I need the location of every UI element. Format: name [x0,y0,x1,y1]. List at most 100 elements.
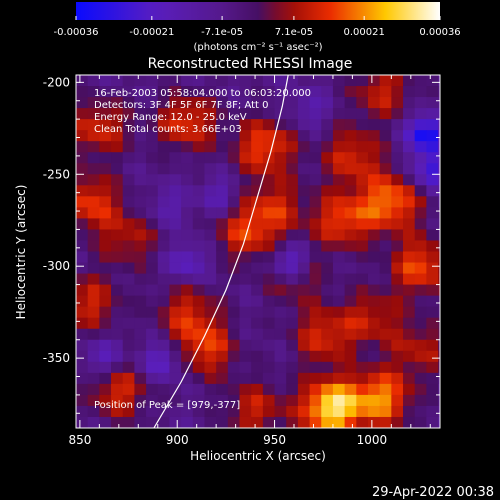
heatmap-cell [403,306,416,319]
heatmap-cell [262,251,276,264]
heatmap-cell [356,196,369,208]
heatmap-cell [204,339,217,352]
y-tick-label: -200 [43,75,70,89]
heatmap-cell [76,86,89,98]
heatmap-cell [227,251,241,264]
heatmap-cell [111,262,124,275]
heatmap-cell [309,273,322,286]
heatmap-cell [309,328,322,341]
heatmap-cell [379,273,392,286]
heatmap-cell [426,273,439,286]
heatmap-cell [239,86,252,98]
heatmap-cell [450,307,462,319]
heatmap-cell [227,196,241,208]
heatmap-cell [76,394,89,407]
heatmap-cell [157,339,171,352]
heatmap-cell [239,174,252,186]
heatmap-cell [356,284,369,297]
heatmap-cell [344,163,357,175]
heatmap-cell [414,372,427,385]
heatmap-cell [344,174,357,186]
heatmap-cell [99,383,112,396]
heatmap-cell [345,428,357,440]
heatmap-cell [403,207,416,220]
heatmap-cell [321,372,334,385]
heatmap-cell [297,218,311,231]
heatmap-cell [391,306,404,319]
heatmap-cell [169,372,182,385]
heatmap-cell [239,75,252,87]
heatmap-cell [204,350,217,363]
heatmap-cell [134,428,146,440]
heatmap-cell [297,372,311,385]
heatmap-cell [297,86,311,98]
heatmap-cell [286,97,299,109]
heatmap-cell [227,174,241,186]
heatmap-cell [414,75,427,87]
heatmap-cell [134,350,147,363]
heatmap-cell [122,416,135,428]
heatmap-cell [99,152,112,164]
heatmap-cell [367,185,381,197]
heatmap-cell [450,263,462,275]
heatmap-cell [146,218,159,231]
heatmap-cell [391,317,404,330]
heatmap-cell [99,273,112,286]
heatmap-cell [122,317,135,330]
heatmap-cell [181,240,194,253]
heatmap-cell [216,163,229,175]
heatmap-cell [169,317,182,330]
heatmap-cell [426,130,439,142]
heatmap-cell [297,130,311,142]
heatmap-cell [192,383,206,396]
heatmap-cell [356,86,369,98]
heatmap-cell [76,295,89,308]
heatmap-cell [297,240,311,253]
heatmap-cell [332,394,346,407]
heatmap-cell [87,240,100,253]
heatmap-cell [122,152,135,164]
heatmap-cell [344,284,357,297]
heatmap-cell [332,130,346,142]
heatmap-cell [450,174,462,186]
heatmap-cell [367,383,381,396]
heatmap-cell [134,306,147,319]
heatmap-cell [227,130,241,142]
heatmap-cell [251,152,264,164]
heatmap-cell [262,207,276,220]
heatmap-cell [367,361,381,374]
heatmap-cell [122,240,135,253]
heatmap-cell [204,119,217,131]
heatmap-cell [87,207,100,220]
heatmap-cell [274,130,287,142]
heatmap-cell [297,174,311,186]
heatmap-cell [157,97,171,109]
heatmap-cell [321,97,334,109]
heatmap-cell [344,229,357,242]
heatmap-cell [134,328,147,341]
info-line: Clean Total counts: 3.66E+03 [94,124,242,135]
heatmap-cell [379,350,392,363]
heatmap-cell [122,339,135,352]
heatmap-cell [157,108,171,120]
heatmap-cell [286,306,299,319]
heatmap-cell [356,119,369,131]
heatmap-cell [274,251,287,264]
heatmap-cell [403,361,416,374]
heatmap-cell [169,416,182,428]
heatmap-cell [297,229,311,242]
heatmap-cell [227,405,241,418]
heatmap-cell [438,306,440,319]
heatmap-cell [286,185,299,197]
heatmap-cell [426,416,439,428]
heatmap-cell [181,185,194,197]
heatmap-cell [134,383,147,396]
heatmap-cell [134,339,147,352]
heatmap-cell [391,361,404,374]
heatmap-cell [332,273,346,286]
heatmap-cell [146,196,159,208]
heatmap-cell [146,119,159,131]
heatmap-cell [426,428,438,440]
heatmap-cell [297,328,311,341]
heatmap-cell [356,141,369,153]
